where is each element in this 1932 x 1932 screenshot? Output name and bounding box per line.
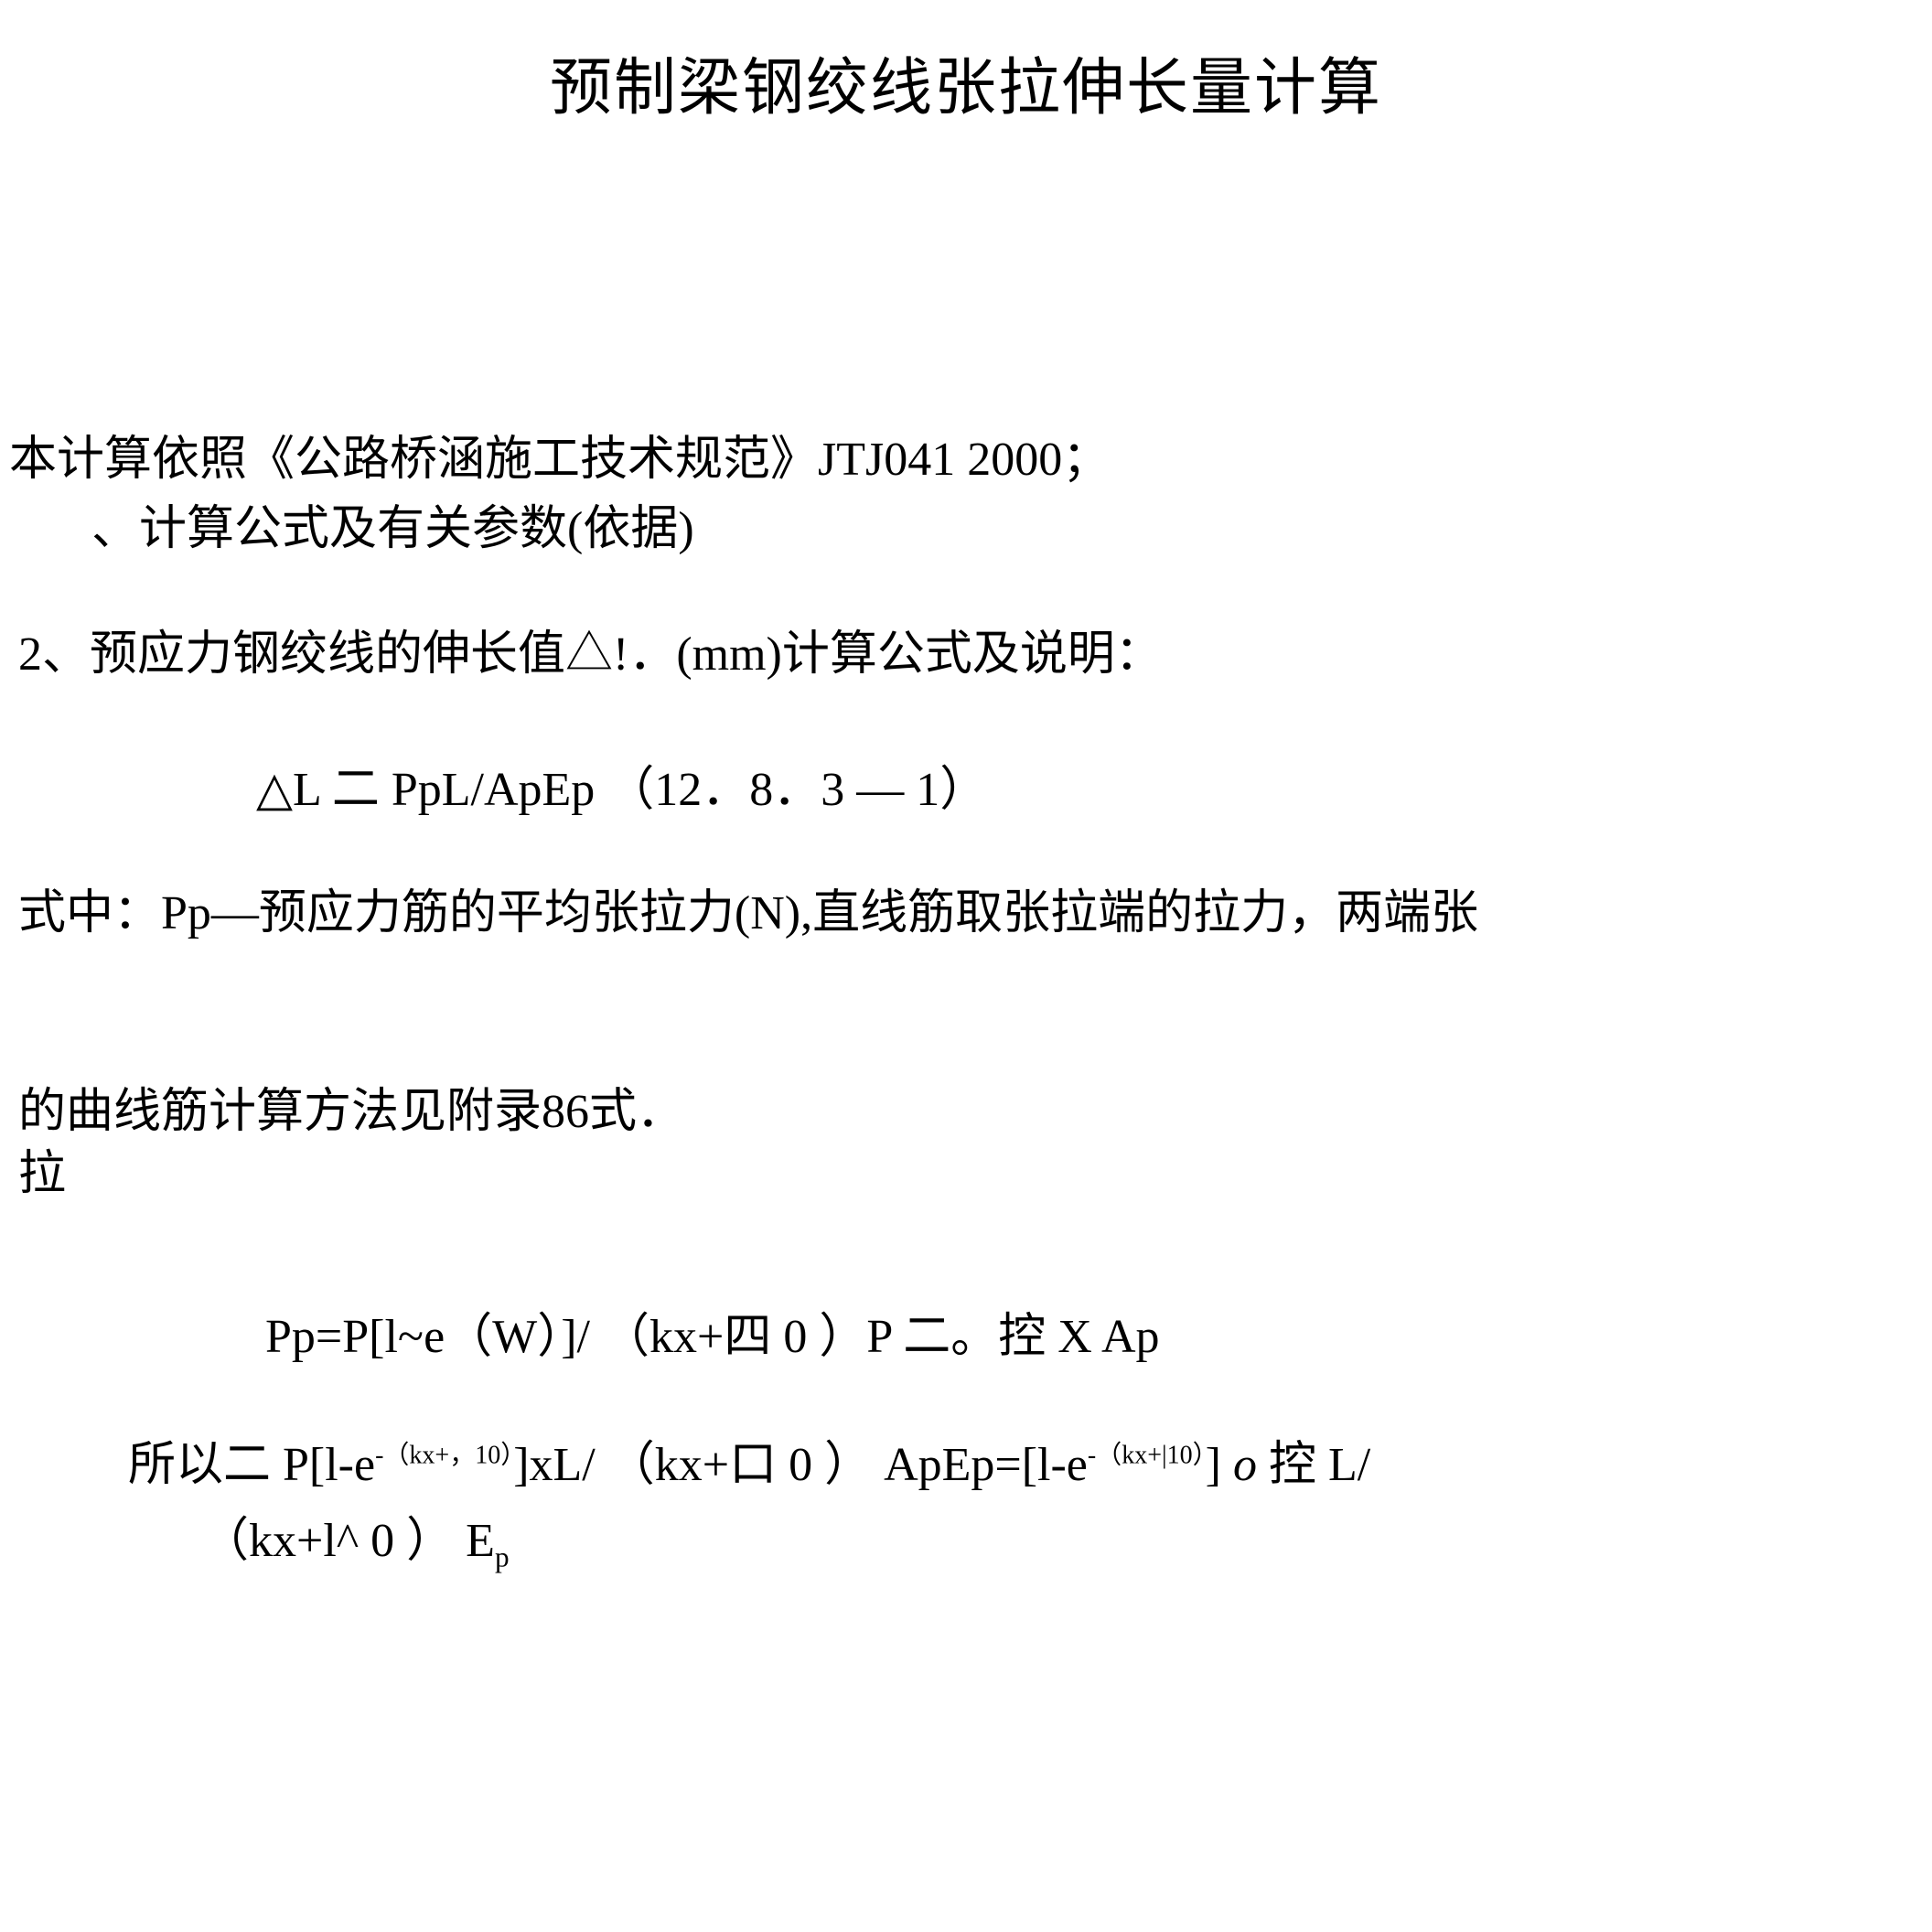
basis-line: 本计算依照《公路桥涵施工技术规范》JTJ041 2000； [9, 429, 1914, 491]
formula3-part4: 控 L/ [1269, 1439, 1370, 1491]
formula-pp: Pp=P[l~e（W）]/ （kx+四 0 ）P 二。控 X Ap [265, 1297, 1914, 1366]
explanation-line: 式中：Pp—预应力筋的平均张拉力(N),直线筋取张拉端的拉力，两端张 [18, 883, 1914, 945]
section-heading: 、计算公式及有关参数(依据) [91, 499, 1914, 561]
formula3-o: o [1221, 1439, 1269, 1491]
basis-prefix: 本 [9, 434, 57, 486]
formula3-part1: 所以二 P[l-e [128, 1439, 375, 1491]
item-2: 2、预应力钢绞线的伸长值△!．(mm)计算公式及说明： [18, 624, 1914, 686]
formula3-sup1: -（kx+，10） [375, 1441, 513, 1469]
formula-delta-l: △L 二 PpL/ApEp （12．8．3 — 1） [256, 750, 1914, 819]
formula3-cont1: （kx+l^ 0 ） E [201, 1515, 495, 1567]
formula3-sup2: -（kx+|10） [1088, 1441, 1206, 1469]
curve-line: 的曲线筋计算方法见附录86式． [18, 1081, 1914, 1143]
formula3-sub: p [495, 1540, 510, 1572]
la-line: 拉 [18, 1143, 1914, 1206]
formula-therefore-cont: （kx+l^ 0 ） Ep [201, 1501, 1914, 1570]
formula3-part3: ] [1206, 1439, 1221, 1491]
document-title: 预制梁钢绞线张拉伸长量计算 [18, 37, 1914, 127]
basis-text: 计算依照《公路桥涵施工技术规范》JTJ041 2000； [57, 434, 1110, 486]
formula-therefore: 所以二 P[l-e-（kx+，10）]xL/ （kx+口 0 ） ApEp=[l… [128, 1430, 1914, 1501]
formula3-part2: ]xL/ （kx+口 0 ） ApEp=[l-e [513, 1439, 1088, 1491]
